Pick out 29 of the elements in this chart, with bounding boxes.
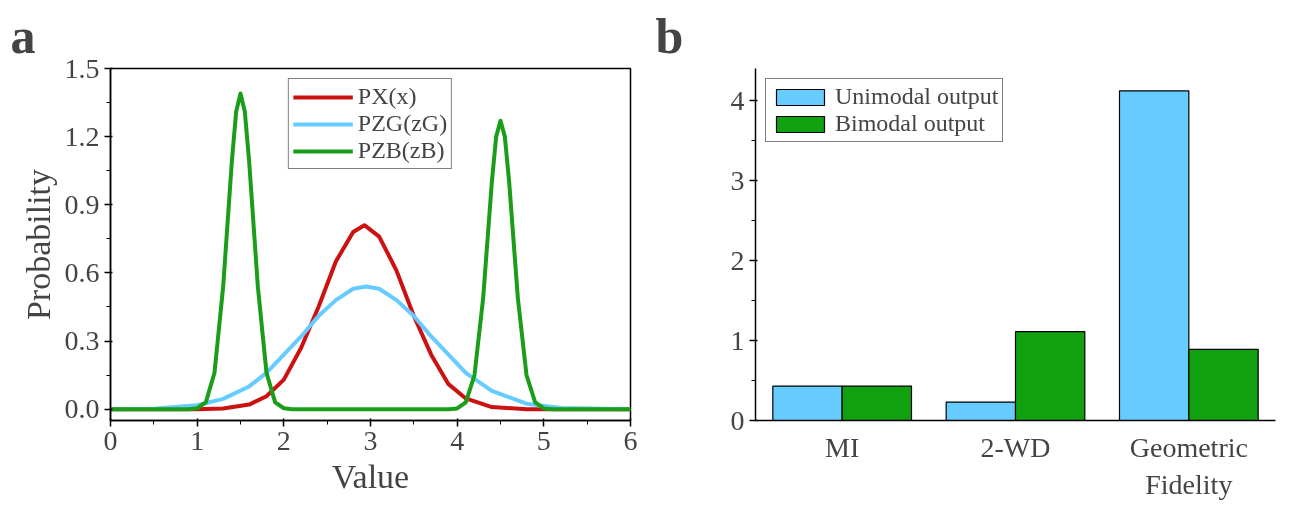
y-tick-label: 3 xyxy=(730,164,745,196)
x-tick-label: MI xyxy=(825,431,860,463)
x-tick-label: 2 xyxy=(276,424,291,456)
y-tick-label: 0.9 xyxy=(64,188,100,220)
legend-label: PZB(zB) xyxy=(357,137,445,164)
x-tick-label: 5 xyxy=(536,424,551,456)
chart-title: b xyxy=(655,7,684,64)
y-tick-label: 1.2 xyxy=(64,120,100,152)
y-axis-title: Probability xyxy=(19,168,57,321)
y-tick-label: 1.5 xyxy=(64,52,100,84)
chart-title: a xyxy=(10,7,36,64)
y-tick-label: 1 xyxy=(730,324,745,356)
legend-label: PZG(zG) xyxy=(357,110,448,137)
legend-label: PX(x) xyxy=(357,83,417,110)
legend-label: Unimodal output xyxy=(835,83,999,110)
x-axis-title: Value xyxy=(331,457,410,495)
y-tick-label: 0.3 xyxy=(64,325,100,357)
x-tick-label: 2-WD xyxy=(980,431,1051,463)
y-tick-label: 2 xyxy=(730,244,745,276)
x-tick-label: 1 xyxy=(190,424,205,456)
x-tick-label: 6 xyxy=(623,424,638,456)
x-tick-label: 3 xyxy=(363,424,378,456)
y-tick-label: 0.0 xyxy=(64,393,100,425)
x-tick-label: Geometric Fidelity xyxy=(1129,431,1248,500)
legend-label: Bimodal output xyxy=(835,110,985,137)
y-tick-label: 4 xyxy=(730,84,745,116)
x-tick-label: 4 xyxy=(450,424,465,456)
y-tick-label: 0 xyxy=(730,404,745,436)
y-tick-label: 0.6 xyxy=(64,256,100,288)
